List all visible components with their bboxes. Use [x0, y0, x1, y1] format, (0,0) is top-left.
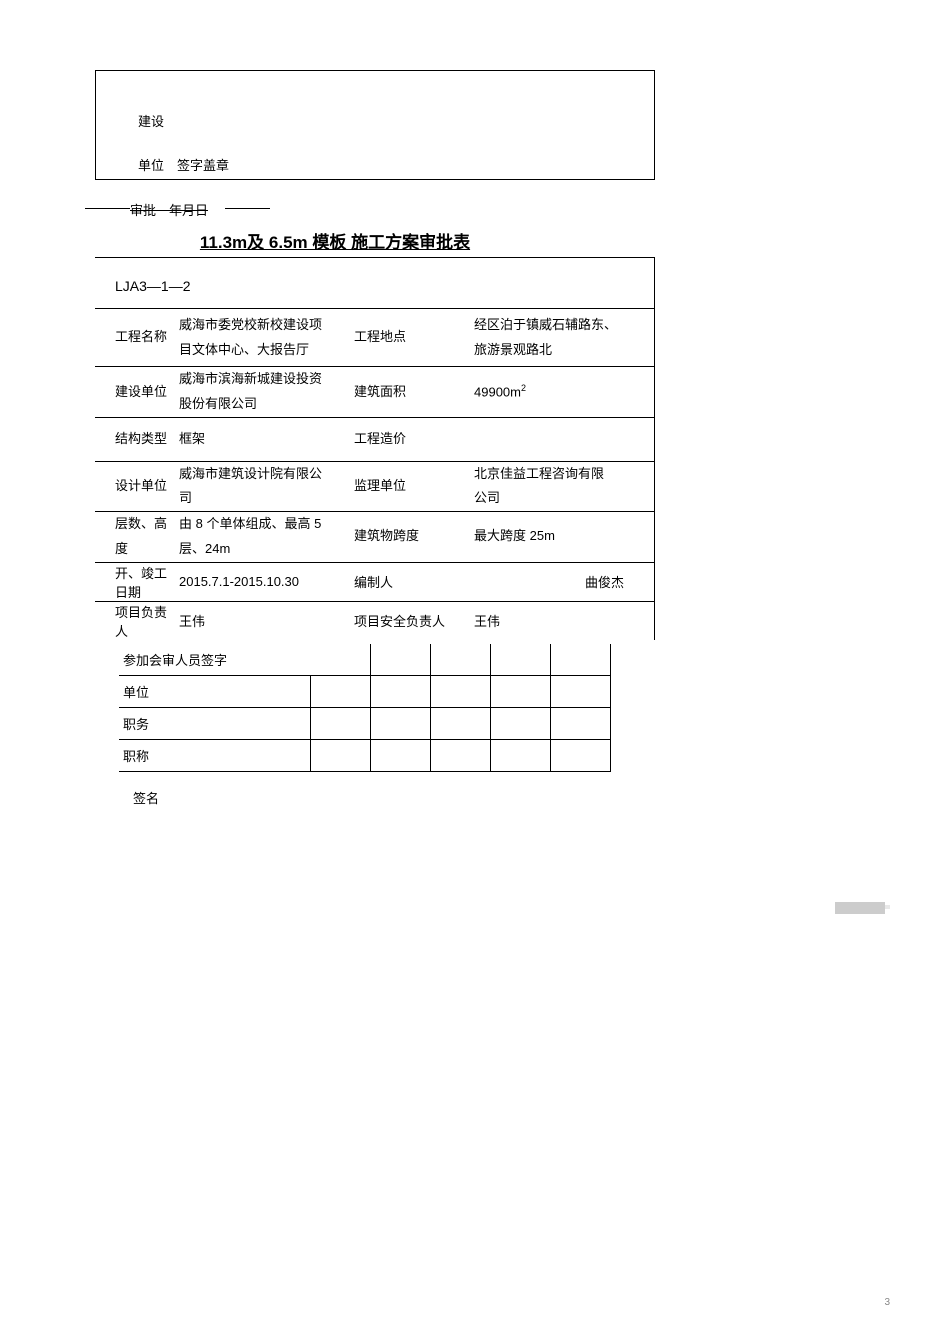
- project-info-table: 工程名称 威海市委党校新校建设项目文体中心、大报告厅 工程地点 经区泊于镇威石辅…: [95, 308, 654, 640]
- reviewer-signature-table: 参加会审人员签字 单位 职务 职称: [119, 644, 611, 772]
- value-construction-dates: 2015.7.1-2015.10.30: [175, 562, 350, 601]
- label-project-manager: 项目负责人: [95, 601, 175, 640]
- value-structure-type: 框架: [175, 417, 350, 461]
- label-project-name: 工程名称: [95, 309, 175, 367]
- value-floors-height: 由 8 个单体组成、最高 5 层、24m: [175, 512, 350, 562]
- top-line1: 建设: [138, 110, 229, 133]
- reviewer-position-label: 职务: [119, 707, 311, 739]
- value-building-span: 最大跨度 25m: [470, 512, 654, 562]
- label-supervision-unit: 监理单位: [350, 461, 470, 511]
- page-number: 3: [884, 1297, 890, 1308]
- value-project-location: 经区泊于镇威石辅路东、旅游景观路北: [470, 309, 654, 367]
- page-corner-mark: [835, 902, 885, 914]
- strike-hr-right: [225, 208, 270, 209]
- approval-form: LJA3—1—2 工程名称 威海市委党校新校建设项目文体中心、大报告厅 工程地点…: [95, 257, 655, 640]
- top-line2: 单位 签字盖章: [138, 154, 229, 177]
- label-project-location: 工程地点: [350, 309, 470, 367]
- label-compiler: 编制人: [350, 562, 470, 601]
- value-project-name: 威海市委党校新校建设项目文体中心、大报告厅: [175, 309, 350, 367]
- reviewer-title-label: 职称: [119, 739, 311, 771]
- value-compiler: 曲俊杰: [470, 562, 654, 601]
- strike-text: 审批 年月日: [130, 200, 208, 219]
- document-title: 11.3m及 6.5m 模板 施工方案审批表: [0, 228, 855, 253]
- label-safety-manager: 项目安全负责人: [350, 601, 470, 640]
- strike-approval-line: 审批 年月日: [85, 200, 855, 218]
- value-design-unit: 威海市建筑设计院有限公司: [175, 461, 350, 511]
- reviewer-position-cell: [311, 707, 371, 739]
- value-project-manager: 王伟: [175, 601, 350, 640]
- label-construction-dates: 开、竣工日期: [95, 562, 175, 601]
- label-floors-height: 层数、高度: [95, 512, 175, 562]
- label-design-unit: 设计单位: [95, 461, 175, 511]
- label-structure-type: 结构类型: [95, 417, 175, 461]
- value-safety-manager: 王伟: [470, 601, 654, 640]
- reviewer-title-cell: [311, 739, 371, 771]
- label-building-area: 建筑面积: [350, 367, 470, 417]
- reviewer-signature-header: 参加会审人员签字: [119, 644, 311, 676]
- value-construction-unit: 威海市滨海新城建设投资股份有限公司: [175, 367, 350, 417]
- label-project-cost: 工程造价: [350, 417, 470, 461]
- strike-hr-left: [85, 208, 130, 209]
- top-signature-box: 建设 单位 签字盖章: [95, 70, 655, 180]
- value-project-cost: [470, 417, 654, 461]
- value-supervision-unit: 北京佳益工程咨询有限公司: [470, 461, 654, 511]
- label-construction-unit: 建设单位: [95, 367, 175, 417]
- form-code: LJA3—1—2: [115, 278, 190, 294]
- reviewer-unit-cell: [311, 675, 371, 707]
- signature-label: 签名: [133, 788, 855, 807]
- value-building-area: 49900m2: [470, 367, 654, 417]
- label-building-span: 建筑物跨度: [350, 512, 470, 562]
- top-box-text: 建设 单位 签字盖章: [138, 110, 229, 177]
- reviewer-unit-label: 单位: [119, 675, 311, 707]
